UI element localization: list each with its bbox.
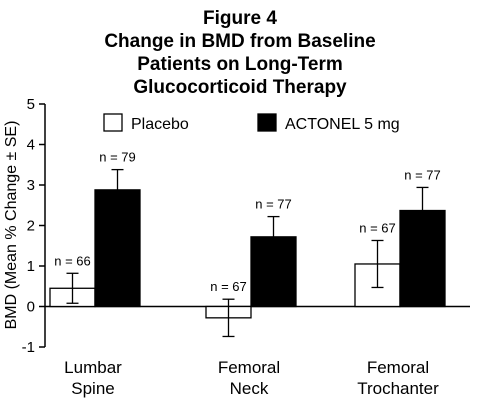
legend: Placebo ACTONEL 5 mg <box>103 113 400 133</box>
title-line-1: Figure 4 <box>203 8 277 29</box>
n-label: n = 77 <box>255 197 292 212</box>
chart-title: Figure 4 Change in BMD from Baseline Pat… <box>104 8 375 98</box>
y-tick-label: 4 <box>27 137 35 154</box>
y-tick-label: 0 <box>27 299 35 316</box>
n-label: n = 66 <box>54 253 91 268</box>
label-layer: n = 66 n = 67 n = 67 n = 79 n = 77 n = 77 Lumb… <box>54 150 441 398</box>
title-line-3: Patients on Long-Term <box>137 54 342 75</box>
y-tick-label: -1 <box>22 339 35 356</box>
title-line-4: Glucocorticoid Therapy <box>133 77 347 98</box>
category-label: Lumbar <box>64 358 122 377</box>
legend-label-actonel: ACTONEL 5 mg <box>285 116 400 133</box>
n-label: n = 67 <box>210 279 247 294</box>
category-label: Trochanter <box>357 379 439 398</box>
y-tick-label: 5 <box>27 96 35 113</box>
category-label: Spine <box>71 379 114 398</box>
legend-swatch-actonel <box>257 113 277 132</box>
category-label: Femoral <box>218 358 280 377</box>
category-label: Neck <box>230 379 269 398</box>
y-axis-label: BMD (Mean % Change ± SE) <box>3 121 20 330</box>
y-tick-label: 2 <box>27 218 35 235</box>
n-label: n = 79 <box>99 150 136 165</box>
y-tick-label: 1 <box>27 258 35 275</box>
title-line-2: Change in BMD from Baseline <box>104 31 375 52</box>
legend-swatch-placebo <box>103 113 123 132</box>
y-tick-label: 3 <box>27 177 35 194</box>
bar-layer <box>49 168 446 338</box>
category-label: Femoral <box>367 358 429 377</box>
legend-label-placebo: Placebo <box>131 116 189 133</box>
n-label: n = 77 <box>404 167 441 182</box>
n-label: n = 67 <box>359 220 396 235</box>
